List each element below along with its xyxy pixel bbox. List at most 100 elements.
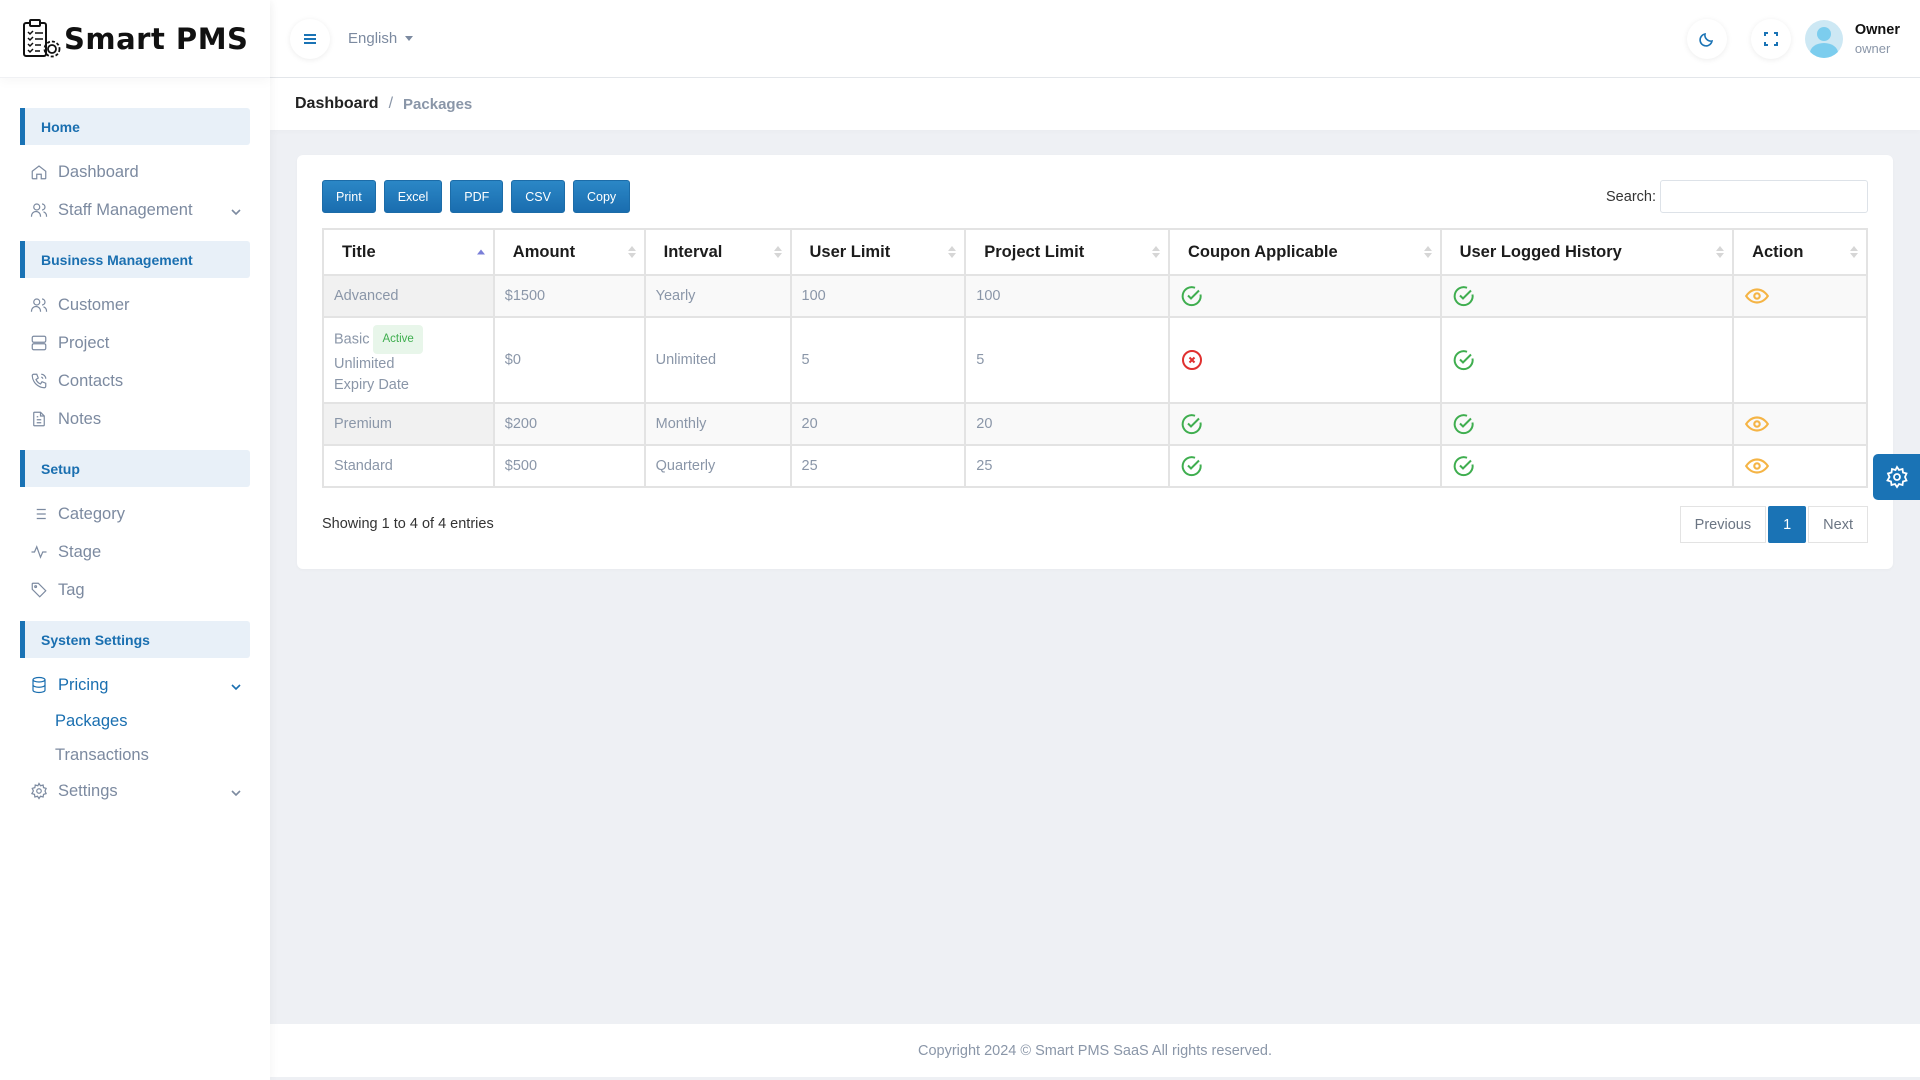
sidebar-item-staff-management[interactable]: Staff Management [0,191,270,229]
copy-button[interactable]: Copy [572,180,631,213]
column-header-coupon-applicable[interactable]: Coupon Applicable [1167,228,1442,276]
x-circle-icon [1180,348,1430,372]
sidebar-item-settings[interactable]: Settings [0,772,270,810]
breadcrumb-current: Packages [403,95,473,113]
check-circle-icon [1180,284,1430,308]
sidebar-item-notes[interactable]: Notes [0,400,270,438]
sidebar-item-contacts[interactable]: Contacts [0,362,270,400]
cell-project-limit: 5 [964,316,1170,404]
cell-action [1732,316,1868,404]
cell-amount: $200 [492,402,646,446]
activity-icon [30,543,48,561]
pdf-button[interactable]: PDF [450,180,504,213]
cell-coupon [1167,316,1442,404]
cell-user-limit: 100 [789,274,967,318]
sidebar-item-dashboard[interactable]: Dashboard [0,153,270,191]
view-eye-icon[interactable] [1744,411,1856,437]
chevron-down-icon [230,679,242,691]
cell-user-limit: 20 [789,402,967,446]
cell-coupon [1167,444,1442,488]
user-menu[interactable]: Owner owner [1855,22,1900,56]
check-circle-icon [1452,348,1723,372]
home-icon [30,163,48,181]
cell-amount: $500 [492,444,646,488]
cell-logged-history [1439,274,1735,318]
gear-icon [1885,465,1908,489]
dark-mode-toggle[interactable] [1686,18,1727,59]
avatar[interactable] [1804,19,1843,58]
cell-amount: $0 [492,316,646,404]
logo[interactable]: Smart PMS [0,0,270,78]
sort-icon [1850,246,1858,258]
next-page-button[interactable]: Next [1808,506,1868,543]
search-box: Search: [1606,180,1868,213]
column-header-action[interactable]: Action [1732,228,1868,276]
table-row: Advanced $1500 Yearly 100 100 [322,274,1868,318]
section-header-system-settings: System Settings [20,621,250,658]
sort-asc-icon [476,249,485,255]
cell-action [1732,402,1868,446]
check-circle-icon [1452,284,1723,308]
sort-icon [627,246,636,258]
sidebar-item-category[interactable]: Category [0,495,270,533]
cell-action [1732,274,1868,318]
view-eye-icon[interactable] [1744,283,1856,309]
sort-icon [1423,246,1432,258]
sidebar-subitem-transactions[interactable]: Transactions [55,745,149,764]
search-label: Search: [1606,188,1656,205]
breadcrumb-dashboard-link[interactable]: Dashboard [295,95,379,112]
sidebar-item-project[interactable]: Project [0,324,270,362]
check-circle-icon [1180,412,1430,436]
table-row: Standard $500 Quarterly 25 25 [322,444,1868,488]
cell-logged-history [1439,444,1735,488]
file-icon [30,410,48,428]
database-icon [30,676,48,694]
page-1-button[interactable]: 1 [1768,506,1807,543]
column-header-project-limit[interactable]: Project Limit [964,228,1170,276]
previous-page-button[interactable]: Previous [1679,506,1767,543]
cell-coupon [1167,402,1442,446]
fullscreen-button[interactable] [1750,18,1791,59]
breadcrumb-separator: / [388,95,394,112]
chevron-down-icon [230,785,242,797]
column-header-amount[interactable]: Amount [492,228,646,276]
search-input[interactable] [1660,180,1868,213]
cell-interval: Monthly [643,402,792,446]
csv-button[interactable]: CSV [511,180,565,213]
view-eye-icon[interactable] [1744,453,1856,479]
cell-project-limit: 100 [964,274,1170,318]
footer: Copyright 2024 © Smart PMS SaaS All righ… [270,1024,1920,1077]
packages-card: Print Excel PDF CSV Copy Search: Title A… [297,155,1893,569]
breadcrumb: Dashboard / Packages [270,78,1920,130]
excel-button[interactable]: Excel [383,180,443,213]
theme-settings-button[interactable] [1873,454,1920,500]
print-button[interactable]: Print [322,180,376,213]
cell-interval: Unlimited [643,316,792,404]
clipboard-gear-logo-icon [23,18,61,57]
cell-title: Advanced [322,274,495,318]
sidebar-item-tag[interactable]: Tag [0,571,270,609]
menu-toggle-button[interactable] [290,18,330,59]
chevron-down-icon [230,204,242,216]
packages-table: Title Amount Interval User Limit Project… [322,228,1868,488]
column-header-interval[interactable]: Interval [643,228,792,276]
sidebar-subitem-packages[interactable]: Packages [55,711,128,730]
sidebar-item-customer[interactable]: Customer [0,286,270,324]
column-header-user-limit[interactable]: User Limit [789,228,967,276]
topbar: English Owner owner [270,0,1920,78]
section-header-business-management: Business Management [20,241,250,278]
cell-logged-history [1439,316,1735,404]
column-header-title[interactable]: Title [322,228,495,276]
section-header-home: Home [20,108,250,145]
cell-project-limit: 20 [964,402,1170,446]
sort-icon [773,246,782,258]
users-icon [30,296,48,314]
check-circle-icon [1452,412,1723,436]
phone-icon [30,372,48,390]
sidebar-item-stage[interactable]: Stage [0,533,270,571]
moon-icon [1699,32,1713,47]
sidebar-item-pricing[interactable]: Pricing [0,666,270,704]
users-icon [30,201,48,219]
language-dropdown[interactable]: English [348,30,414,47]
column-header-user-logged-history[interactable]: User Logged History [1439,228,1735,276]
